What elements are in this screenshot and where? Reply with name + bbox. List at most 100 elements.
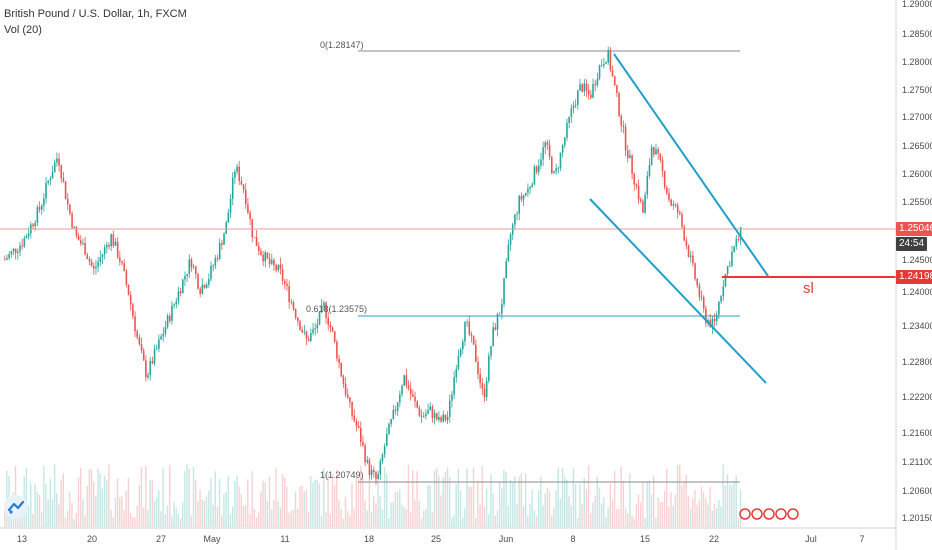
candle-body <box>290 301 293 303</box>
volume-bar <box>507 505 509 527</box>
volume-bar <box>401 504 403 527</box>
volume-bar <box>314 479 316 527</box>
volume-bar <box>585 489 588 527</box>
chart-legend: British Pound / U.S. Dollar, 1h, FXCM Vo… <box>4 6 187 38</box>
volume-bar <box>153 500 156 527</box>
volume-bar <box>477 480 479 527</box>
candle-body <box>71 213 73 228</box>
candle-body <box>166 315 169 328</box>
candle-body <box>197 274 199 289</box>
candle-body <box>192 266 195 268</box>
candle-body <box>668 193 670 200</box>
candle-body <box>349 397 351 403</box>
candle-body <box>264 252 267 262</box>
candle-body <box>357 425 360 428</box>
volume-bar <box>112 517 114 527</box>
candle-body <box>353 415 356 422</box>
volume-bar <box>642 482 644 527</box>
volume-bar <box>30 483 32 527</box>
candle-body <box>121 261 123 264</box>
candle-body <box>559 152 562 168</box>
candle-body <box>234 171 236 178</box>
candle-body <box>320 305 323 312</box>
candle-body <box>455 368 458 378</box>
tradingview-logo[interactable] <box>4 495 28 519</box>
volume-bar <box>583 477 585 527</box>
volume-bar <box>420 518 423 527</box>
volume-indicator-label[interactable]: Vol (20) <box>4 24 42 36</box>
candle-body <box>338 358 340 364</box>
candle-body <box>685 240 688 246</box>
volume-bar <box>403 507 405 527</box>
volume-bar <box>79 467 82 527</box>
candle-body <box>244 189 247 205</box>
candle-body <box>318 311 321 325</box>
volume-bar <box>190 515 193 527</box>
volume-bar <box>544 493 546 527</box>
volume-bar <box>629 473 631 527</box>
candle-body <box>38 207 41 210</box>
volume-bar <box>518 477 520 527</box>
candle-body <box>181 279 184 294</box>
candle-body <box>574 104 577 106</box>
volume-bar <box>175 507 177 527</box>
volume-bar <box>574 483 577 527</box>
volume-bar <box>644 517 646 527</box>
volume-bar <box>485 488 488 527</box>
candle-body <box>205 284 208 288</box>
candle-body <box>622 125 625 127</box>
time-axis-label: 7 <box>859 534 864 544</box>
volume-bar <box>448 476 451 527</box>
candle-body <box>218 243 221 259</box>
candle-body <box>359 427 362 442</box>
volume-bar <box>336 469 338 527</box>
volume-bar <box>689 507 692 527</box>
candle-body <box>594 84 596 86</box>
volume-bar <box>164 514 167 527</box>
candle-body <box>659 153 662 160</box>
volume-bar <box>609 483 611 527</box>
candle-body <box>477 361 479 375</box>
volume-bar <box>739 489 742 527</box>
candle-body <box>288 286 290 302</box>
candle-body <box>82 243 84 244</box>
candle-body <box>203 284 206 288</box>
volume-bar <box>631 515 633 527</box>
price-axis-label: 1.26000 <box>902 169 932 179</box>
candle-body <box>435 413 438 420</box>
candle-body <box>453 377 455 395</box>
candle-body <box>639 199 642 202</box>
candle-body <box>548 144 551 157</box>
volume-bar <box>522 505 525 527</box>
candle-body <box>631 155 633 174</box>
volume-bar <box>618 509 620 527</box>
candle-body <box>64 181 67 199</box>
volume-bar <box>479 504 481 527</box>
candle-body <box>481 383 484 389</box>
candle-body <box>47 180 50 183</box>
volume-bar <box>208 490 210 527</box>
candle-body <box>114 241 117 246</box>
volume-bar <box>620 466 622 527</box>
volume-bar <box>127 478 130 527</box>
stop-loss-label: sl <box>803 280 814 297</box>
time-axis-label: Jul <box>805 534 817 544</box>
volume-bar <box>284 477 286 527</box>
volume-bar <box>262 480 264 527</box>
volume-bar <box>177 513 180 527</box>
candle-body <box>422 415 425 417</box>
volume-bar <box>101 488 104 527</box>
candle-body <box>399 394 401 403</box>
volume-bar <box>34 483 36 527</box>
volume-bar <box>616 508 618 527</box>
volume-bar <box>264 482 266 527</box>
candle-body <box>650 147 653 165</box>
candle-body <box>679 212 681 215</box>
candle-body <box>158 339 160 349</box>
candle-body <box>223 233 225 245</box>
candle-body <box>461 341 464 350</box>
volume-bar <box>221 515 223 527</box>
volume-bar <box>140 466 143 527</box>
volume-bar <box>509 479 512 527</box>
